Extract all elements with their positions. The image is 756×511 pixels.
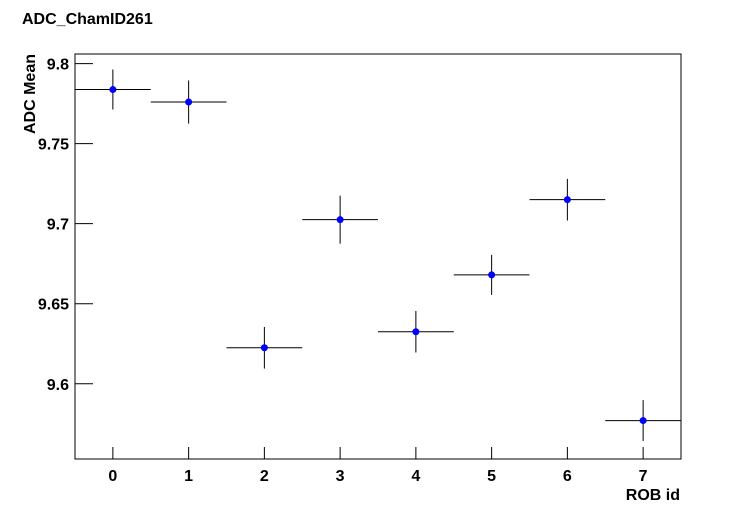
x-tick-label: 3	[336, 468, 345, 485]
chart-title: ADC_ChamID261	[22, 11, 153, 28]
data-point	[412, 328, 420, 336]
x-axis-label: ROB id	[626, 487, 680, 504]
data-point	[336, 216, 344, 224]
x-tick-label: 2	[260, 468, 269, 485]
y-tick-label: 9.75	[38, 137, 69, 154]
data-point	[260, 344, 268, 352]
data-point	[109, 86, 117, 94]
y-tick-label: 9.7	[47, 217, 69, 234]
x-tick-label: 1	[184, 468, 193, 485]
y-axis-label: ADC Mean	[22, 54, 39, 134]
data-point	[563, 196, 571, 204]
x-tick-label: 7	[639, 468, 648, 485]
x-tick-label: 5	[487, 468, 496, 485]
x-tick-label: 6	[563, 468, 572, 485]
data-point	[185, 98, 193, 106]
y-tick-label: 9.6	[47, 377, 69, 394]
x-tick-label: 4	[411, 468, 420, 485]
data-point	[488, 271, 496, 279]
plot-frame	[74, 53, 682, 460]
data-point	[639, 417, 647, 425]
x-tick-label: 0	[108, 468, 117, 485]
y-tick-label: 9.65	[38, 297, 69, 314]
y-tick-label: 9.8	[47, 57, 69, 74]
